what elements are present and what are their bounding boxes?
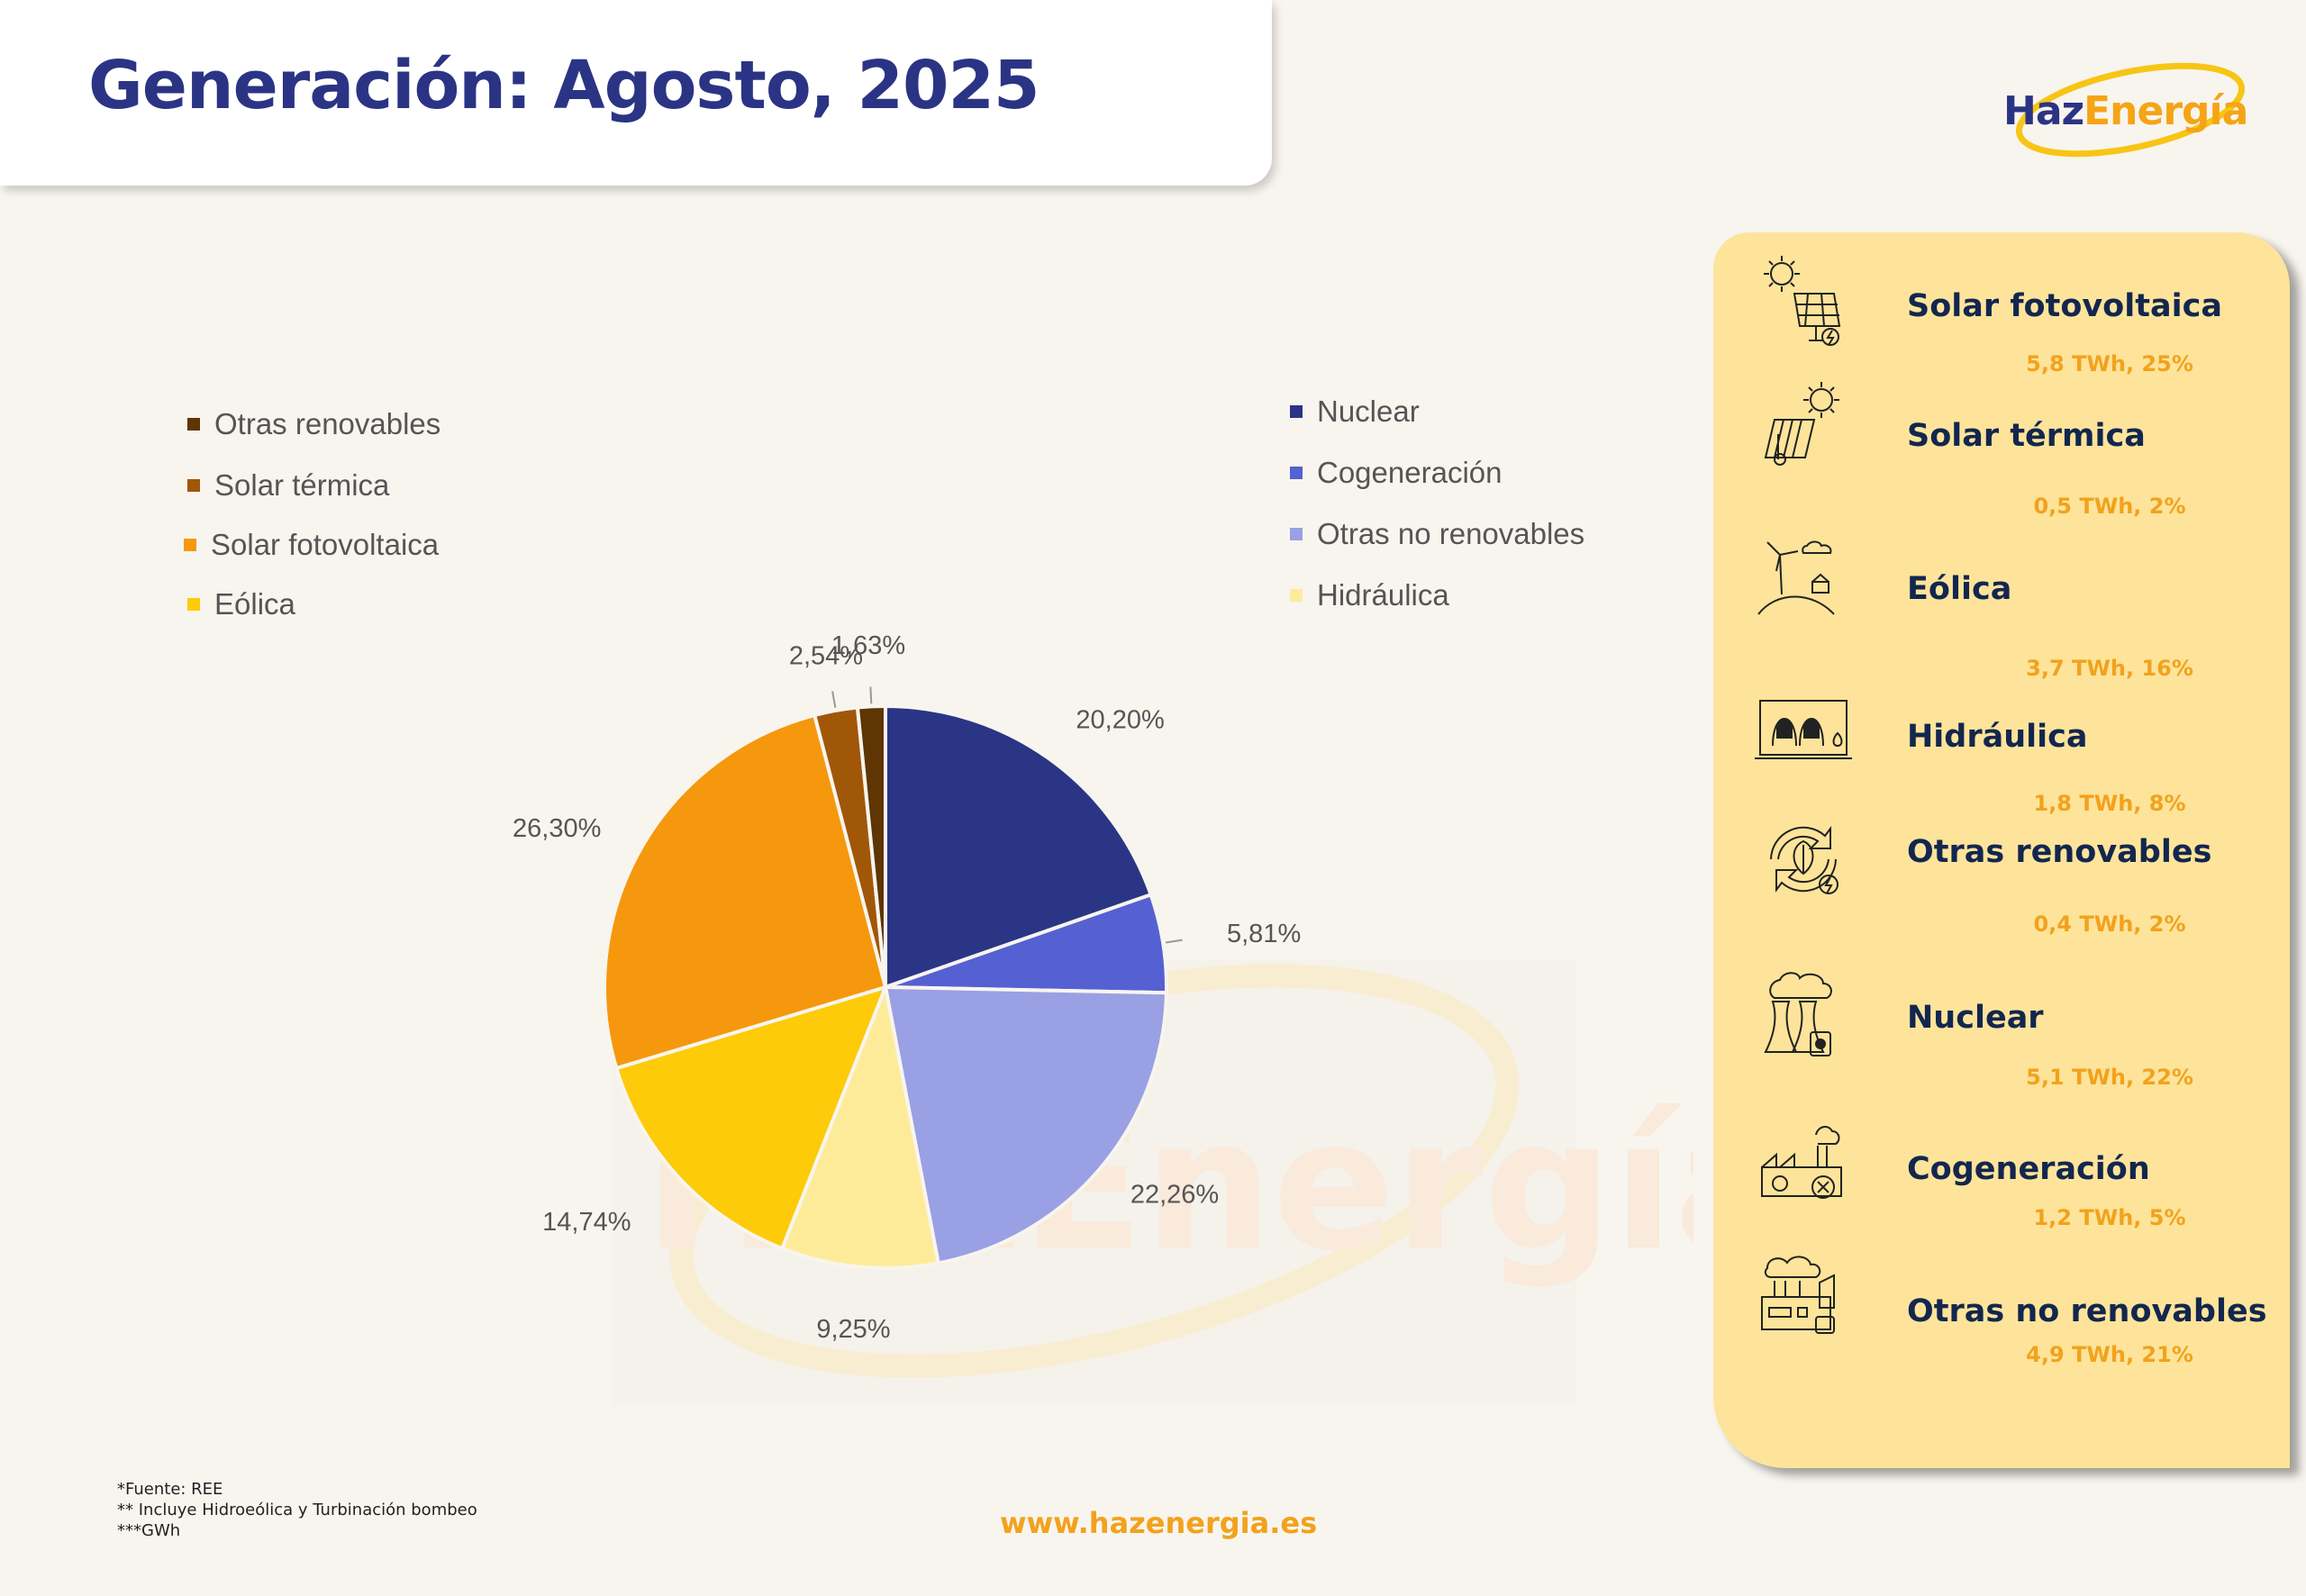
cogeneration-icon	[1761, 1126, 1842, 1199]
pie-slice-otras-renovables	[855, 703, 887, 988]
panel-item-name: Solar fotovoltaica	[1907, 288, 2222, 324]
panel-item-name: Hidráulica	[1907, 719, 2088, 755]
panel-item-value: 5,1 TWh, 22%	[2026, 1065, 2193, 1090]
legend-label: Hidráulica	[1317, 578, 1449, 612]
website-link[interactable]: www.hazenergia.es	[1000, 1506, 1318, 1540]
legend-item-hidraulica: Hidráulica	[1290, 578, 1449, 612]
nuclear-plant-icon	[1764, 972, 1832, 1056]
recycle-leaf-icon	[1770, 826, 1838, 894]
logo-swoosh-icon	[2015, 62, 2246, 158]
legend-swatch	[187, 479, 200, 492]
pie-data-label: 2,54%	[789, 641, 863, 670]
legend-item-otras-no-renovables: Otras no renovables	[1290, 517, 1584, 551]
footnote-source: *Fuente: REE	[117, 1480, 223, 1499]
pie-chart: HazEnergía 20,20%5,81%22,26%9,25%14,74%2…	[513, 630, 1693, 1378]
pie-data-label: 5,81%	[1227, 920, 1301, 948]
panel-item-name: Nuclear	[1907, 1000, 2044, 1036]
legend-item-nuclear: Nuclear	[1290, 394, 1420, 429]
panel-item-name: Eólica	[1907, 571, 2012, 607]
pie-slice-solar-fotovoltaica	[603, 712, 888, 1071]
legend-swatch	[1290, 589, 1303, 602]
legend-item-eolica: Eólica	[187, 587, 295, 621]
legend-swatch	[184, 539, 196, 551]
legend-label: Cogeneración	[1317, 456, 1503, 489]
panel-item-value: 0,5 TWh, 2%	[2033, 494, 2186, 519]
legend-label: Solar térmica	[214, 468, 390, 502]
pie-data-label: 1,63%	[831, 631, 905, 660]
pie-leader-line	[869, 686, 873, 704]
legend-swatch	[187, 418, 200, 431]
generation-summary-panel: Solar fotovoltaica 5,8 TWh, 25% Solar té…	[1713, 232, 2290, 1468]
panel-item-value: 0,4 TWh, 2%	[2033, 911, 2186, 937]
legend-item-otras-renovables: Otras renovables	[187, 407, 440, 441]
factory-icon	[1761, 1256, 1835, 1334]
pie-slice-otras-no-renovables	[883, 984, 1168, 1265]
panel-item-value: 3,7 TWh, 16%	[2026, 656, 2193, 681]
panel-item-name: Otras renovables	[1907, 834, 2212, 870]
dam-icon	[1755, 700, 1852, 759]
page-title: Generación: Agosto, 2025	[88, 47, 1040, 124]
pie-leader-line	[1166, 939, 1183, 944]
legend-item-cogeneracion: Cogeneración	[1290, 456, 1502, 490]
logo-text-energia: Energía	[2084, 88, 2248, 134]
title-box: Generación: Agosto, 2025	[0, 0, 1272, 186]
legend-label: Solar fotovoltaica	[211, 528, 440, 561]
wind-turbine-icon	[1757, 540, 1835, 615]
legend-swatch	[187, 598, 200, 611]
panel-item-value: 1,2 TWh, 5%	[2033, 1205, 2186, 1230]
pie-data-label: 26,30%	[513, 814, 601, 843]
footnote-units: ***GWh	[117, 1521, 181, 1540]
panel-item-name: Otras no renovables	[1907, 1293, 2267, 1329]
panel-item-value: 1,8 TWh, 8%	[2033, 791, 2186, 816]
legend-swatch	[1290, 405, 1303, 418]
legend-swatch	[1290, 467, 1303, 479]
panel-item-value: 4,9 TWh, 21%	[2026, 1342, 2193, 1367]
pie-slice-hidraulica	[779, 980, 941, 1271]
legend-label: Otras renovables	[214, 407, 441, 440]
pie-data-label: 14,74%	[542, 1208, 631, 1237]
legend-swatch	[1290, 528, 1303, 540]
pie-data-label: 22,26%	[1130, 1180, 1219, 1209]
legend-label: Otras no renovables	[1317, 517, 1585, 550]
pie-data-label: 9,25%	[816, 1315, 890, 1344]
solar-thermal-icon	[1764, 382, 1839, 466]
logo-text: HazEnergía	[2003, 88, 2248, 134]
footnote-hydro: ** Incluye Hidroeólica y Turbinación bom…	[117, 1501, 477, 1519]
legend-label: Nuclear	[1317, 394, 1420, 428]
panel-item-value: 5,8 TWh, 25%	[2026, 351, 2193, 376]
footnotes: *Fuente: REE ** Incluye Hidroeólica y Tu…	[117, 1479, 477, 1541]
solar-panel-icon	[1764, 256, 1841, 346]
legend-item-solar-fotovoltaica: Solar fotovoltaica	[184, 528, 439, 562]
pie-slice-eolica	[613, 984, 889, 1251]
legend-label: Eólica	[214, 587, 295, 621]
pie-data-label: 20,20%	[1076, 705, 1164, 734]
pie-leader-line	[831, 691, 837, 709]
hazenergia-logo: HazEnergía	[2000, 52, 2252, 169]
panel-item-name: Cogeneración	[1907, 1151, 2150, 1187]
logo-text-haz: Haz	[2003, 88, 2084, 134]
panel-item-name: Solar térmica	[1907, 418, 2146, 454]
legend-item-solar-termica: Solar térmica	[187, 468, 389, 503]
